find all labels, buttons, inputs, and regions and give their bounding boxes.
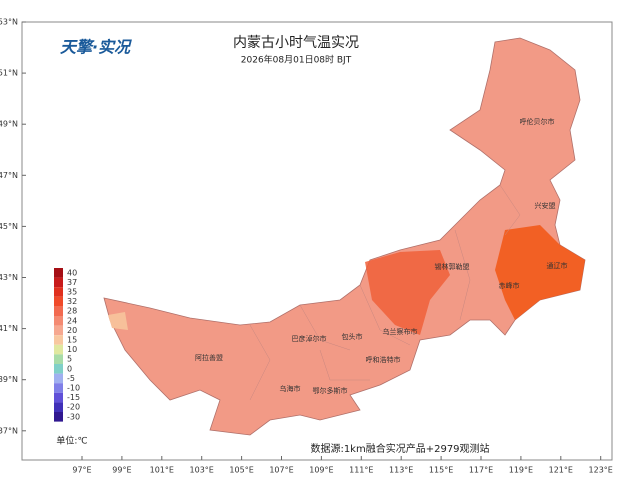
legend-swatch: [54, 277, 63, 288]
lat-label: 47°N: [0, 171, 18, 180]
city-label: 鄂尔多斯市: [313, 386, 348, 395]
legend-unit: 单位:℃: [56, 435, 87, 447]
city-label: 通辽市: [547, 261, 568, 270]
city-label: 呼伦贝尔市: [520, 117, 555, 126]
legend-label: 0: [67, 364, 72, 373]
lon-label: 101°E: [150, 466, 174, 475]
legend-label: 32: [67, 297, 77, 306]
city-label: 巴彦淖尔市: [292, 334, 327, 343]
legend-label: 24: [67, 316, 77, 325]
legend-swatch: [54, 268, 63, 278]
legend-swatch: [54, 296, 63, 307]
legend-label: 40: [67, 268, 77, 277]
legend-label: 28: [67, 307, 77, 316]
legend-swatch: [54, 354, 63, 364]
lon-label: 107°E: [269, 466, 293, 475]
lon-label: 115°E: [429, 466, 453, 475]
lon-label: 113°E: [389, 466, 413, 475]
title: 内蒙古小时气温实况: [233, 35, 359, 51]
legend-swatch: [54, 412, 63, 422]
city-label: 包头市: [342, 332, 363, 341]
legend-label: -30: [67, 412, 80, 421]
lat-label: 37°N: [0, 426, 18, 435]
legend-swatch: [54, 392, 63, 403]
legend-label: 20: [67, 326, 77, 335]
legend-swatch: [54, 306, 63, 316]
lon-label: 123°E: [589, 466, 613, 475]
legend-swatch: [54, 373, 63, 384]
lat-label: 53°N: [0, 18, 18, 27]
lon-label: 109°E: [309, 466, 333, 475]
lat-label: 39°N: [0, 375, 18, 384]
lat-label: 51°N: [0, 69, 18, 78]
city-label: 赤峰市: [499, 281, 520, 290]
hot-zone: [495, 225, 585, 320]
legend-label: -5: [67, 374, 75, 383]
legend-swatch: [54, 344, 63, 355]
city-label: 乌兰察布市: [383, 327, 418, 336]
region-shape: [103, 37, 586, 436]
legend-label: -20: [67, 403, 80, 412]
lat-label: 49°N: [0, 120, 18, 129]
legend-label: 37: [67, 278, 77, 287]
legend-swatch: [54, 287, 63, 297]
legend-label: 5: [67, 355, 72, 364]
lat-label: 45°N: [0, 222, 18, 231]
legend-label: -10: [67, 384, 80, 393]
legend-swatch: [54, 335, 63, 345]
city-label: 兴安盟: [535, 201, 556, 210]
city-label: 呼和浩特市: [366, 355, 401, 364]
lat-label: 43°N: [0, 273, 18, 282]
boundaries: [249, 184, 521, 401]
hot-zone: [365, 250, 450, 335]
cool-zone: [108, 312, 128, 330]
legend-label: 15: [67, 336, 77, 345]
lon-label: 117°E: [469, 466, 493, 475]
lon-label: 103°E: [190, 466, 214, 475]
logo: 天擎·实况: [60, 38, 132, 57]
legend-swatch: [54, 316, 63, 326]
lon-label: 105°E: [229, 466, 253, 475]
lon-label: 119°E: [509, 466, 533, 475]
source: 数据源:1km融合实况产品+2979观测站: [310, 442, 489, 455]
legend-swatch: [54, 364, 63, 374]
city-label: 锡林郭勒盟: [435, 262, 470, 271]
subtitle: 2026年08月01日08时 BJT: [241, 54, 352, 66]
lat-label: 41°N: [0, 324, 18, 333]
legend-label: 35: [67, 288, 77, 297]
generated: 53°N 51°N 49°N 47°N 45°N 43°N 41°N 39°N 37°N 97°E…: [0, 18, 613, 475]
lon-label: 111°E: [349, 466, 373, 475]
legend-label: 10: [67, 345, 77, 354]
lon-label: 99°E: [112, 466, 131, 475]
legend-label: -15: [67, 393, 80, 402]
lon-label: 121°E: [549, 466, 573, 475]
legend-swatch: [54, 325, 63, 336]
city-label: 阿拉善盟: [195, 353, 223, 362]
legend-swatch: [54, 383, 63, 393]
lon-label: 97°E: [72, 466, 91, 475]
legend-swatch: [54, 402, 63, 412]
city-label: 乌海市: [280, 384, 301, 393]
